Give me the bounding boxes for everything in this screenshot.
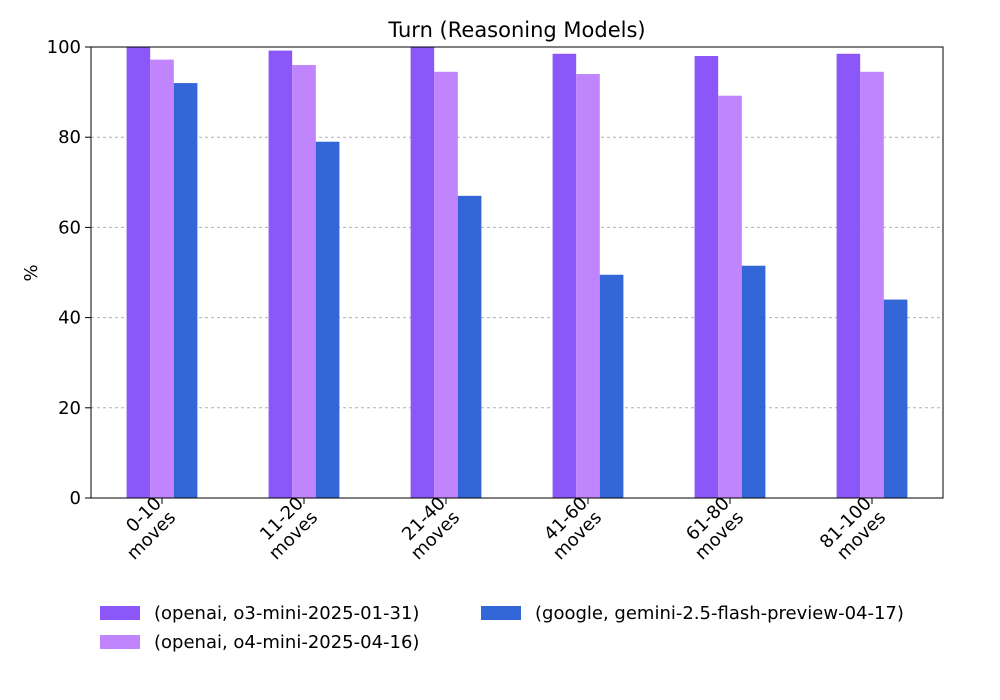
bar (883, 299, 908, 498)
bar (860, 71, 884, 499)
bars (126, 47, 908, 499)
y-tick-label: 100 (47, 37, 81, 58)
legend-label: (google, gemini-2.5-flash-preview-04-17) (535, 603, 904, 624)
x-tick-label: 81-100moves (816, 493, 890, 567)
y-tick-label: 60 (58, 217, 81, 238)
x-tick-label: 41-60moves (535, 493, 606, 564)
x-tick-label: 61-80moves (677, 493, 748, 564)
y-tick-label: 0 (70, 488, 81, 509)
bar (315, 141, 340, 498)
y-tick-label: 20 (58, 398, 81, 419)
plot-frame (90, 46, 944, 499)
x-tick-label: 0-10moves (109, 493, 180, 564)
bar (576, 74, 600, 498)
chart-title: Turn (Reasoning Models) (387, 18, 645, 42)
y-tick-label: 40 (58, 308, 81, 329)
y-axis-label: % (21, 264, 42, 281)
legend-swatch (100, 635, 140, 649)
x-axis-ticks: 0-10moves 11-20moves 21-40moves 41-60moves 6… (109, 493, 890, 567)
bar (173, 83, 198, 498)
y-axis-ticks: 0 20 40 60 80 100 (47, 37, 91, 509)
bar (126, 47, 151, 498)
gridlines (91, 136, 943, 409)
bar (292, 65, 316, 498)
bar (268, 50, 293, 498)
bar (410, 47, 435, 498)
bar (552, 53, 577, 498)
legend-swatch (481, 606, 521, 620)
bar (741, 265, 766, 498)
y-tick-label: 80 (58, 127, 81, 148)
legend-swatch (100, 606, 140, 620)
legend-label: (openai, o4-mini-2025-04-16) (154, 632, 419, 653)
bar (836, 53, 861, 498)
bar (150, 59, 174, 499)
bar (434, 71, 458, 499)
x-tick-label: 11-20moves (251, 493, 322, 564)
bar (694, 56, 719, 499)
bar (457, 195, 482, 498)
bar (718, 95, 742, 498)
x-tick-label: 21-40moves (393, 493, 464, 564)
legend: (openai, o3-mini-2025-01-31) (openai, o4-… (100, 603, 904, 653)
legend-label: (openai, o3-mini-2025-01-31) (154, 603, 419, 624)
bar (599, 274, 624, 498)
